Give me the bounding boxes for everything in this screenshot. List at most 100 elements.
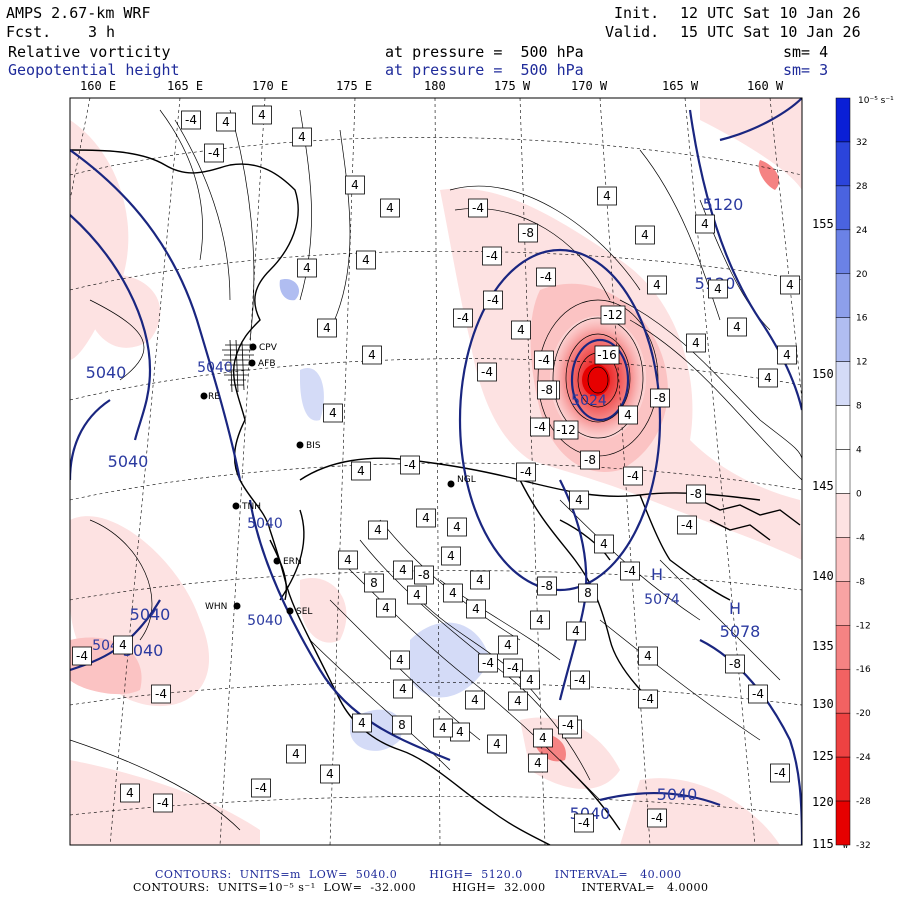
vorticity-label-text: -4	[642, 692, 654, 706]
longitude-label: 165 W	[662, 79, 699, 93]
vorticity-label-box	[520, 670, 540, 690]
vorticity-label: -8	[725, 654, 745, 674]
latitude-suffix: W	[843, 841, 848, 850]
vorticity-label-text: 4	[351, 178, 359, 192]
vorticity-label: -8	[537, 380, 557, 400]
vorticity-label-text: -4	[562, 718, 574, 732]
vorticity-label: -4	[477, 362, 497, 382]
vorticity-label-text: -4	[534, 420, 546, 434]
height-label: 5040	[247, 516, 283, 532]
height-label: 5040	[130, 605, 171, 624]
vorticity-label-box	[569, 490, 589, 510]
colorbar-swatch	[835, 141, 851, 187]
colorbar-swatch	[835, 97, 851, 143]
vorticity-label-text: 8	[398, 718, 406, 732]
vorticity-label: 8	[578, 583, 598, 603]
longitude-label: 170 W	[571, 79, 608, 93]
vorticity-label-text: 4	[526, 673, 534, 687]
vorticity-label: 4	[320, 764, 340, 784]
model-title: AMPS 2.67-km WRF	[6, 4, 151, 22]
vorticity-label: 8	[364, 573, 384, 593]
vorticity-label: 4	[368, 520, 388, 540]
colorbar-tick: 20	[856, 270, 868, 280]
vorticity-label-box	[780, 275, 800, 295]
vorticity-label-text: 4	[258, 108, 266, 122]
vorticity-label: 4	[566, 621, 586, 641]
height-label: 5040	[197, 360, 233, 376]
vorticity-label: -4	[400, 455, 420, 475]
vorticity-label-box	[204, 143, 224, 163]
vorticity-label-text: 4	[476, 573, 484, 587]
vorticity-label-box	[72, 646, 92, 666]
vorticity-label-text: -4	[574, 673, 586, 687]
vorticity-label-box	[376, 598, 396, 618]
vorticity-label: 4	[508, 691, 528, 711]
vorticity-label-text: 4	[534, 756, 542, 770]
vorticity-label-box	[508, 691, 528, 711]
vorticity-label-text: 4	[292, 747, 300, 761]
vorticity-label-text: 4	[644, 649, 652, 663]
colorbar-tick: -24	[856, 753, 871, 763]
vorticity-label-box	[725, 654, 745, 674]
vorticity-label-box	[317, 318, 337, 338]
latitude-label: 155	[812, 217, 834, 231]
vorticity-label-text: -4	[208, 146, 220, 160]
vorticity-label-box	[533, 728, 553, 748]
height-label: 5040	[657, 785, 698, 804]
vorticity-label: 4	[216, 112, 236, 132]
vorticity-label-box	[441, 546, 461, 566]
vorticity-label: 4	[297, 258, 317, 278]
vorticity-label: -8	[537, 576, 557, 596]
vorticity-label: 4	[511, 320, 531, 340]
vorticity-label-box	[708, 279, 728, 299]
vorticity-label: 4	[376, 598, 396, 618]
vorticity-label-text: -8	[522, 226, 534, 240]
station-dot	[200, 392, 208, 400]
latitude-label: 135	[812, 639, 834, 653]
vorticity-label: 4	[597, 186, 617, 206]
vorticity-label-box	[574, 813, 594, 833]
vorticity-label: -4	[620, 561, 640, 581]
init-label: Init.	[614, 4, 660, 22]
vorticity-label-text: -4	[507, 661, 519, 675]
vorticity-label-text: -8	[654, 391, 666, 405]
field1-smoothing: sm= 4	[783, 43, 829, 61]
vorticity-label: 4	[443, 583, 463, 603]
vorticity-label-box	[777, 345, 797, 365]
station-dot	[296, 441, 304, 449]
colorbar-tick: -20	[856, 709, 871, 719]
high-marker: H	[729, 599, 741, 618]
height-label: 5078	[720, 622, 761, 641]
vorticity-label-text: 4	[453, 520, 461, 534]
vorticity-label-box	[120, 783, 140, 803]
fcst-label: Fcst.	[6, 23, 52, 41]
vorticity-label-box	[468, 198, 488, 218]
vorticity-label: -4	[151, 684, 171, 704]
vorticity-label-box	[580, 450, 600, 470]
colorbar-swatch	[835, 317, 851, 362]
colorbar-swatch	[835, 361, 851, 406]
vorticity-label-text: 4	[382, 601, 390, 615]
latitude-label: 150	[812, 367, 834, 381]
vorticity-label: -4	[453, 308, 473, 328]
vorticity-label-box	[536, 267, 556, 287]
vorticity-label: 4	[618, 405, 638, 425]
vorticity-label-text: 4	[575, 493, 583, 507]
vorticity-label-box	[686, 484, 706, 504]
vorticity-label: 4	[416, 508, 436, 528]
vorticity-label: -4	[748, 684, 768, 704]
colorbar-tick: -16	[856, 665, 871, 675]
colorbar-tick: -12	[856, 621, 871, 631]
vorticity-label: 4	[292, 127, 312, 147]
vorticity-label-text: 4	[222, 115, 230, 129]
vorticity-label-box	[638, 689, 658, 709]
vorticity-label-box	[453, 308, 473, 328]
vorticity-label: -4	[153, 793, 173, 813]
vorticity-label-text: -8	[541, 579, 553, 593]
vorticity-label-text: 4	[600, 537, 608, 551]
vorticity-label: 4	[758, 368, 778, 388]
vorticity-label-box	[351, 461, 371, 481]
vorticity-label-text: 4	[517, 323, 525, 337]
colorbar-swatch	[835, 625, 851, 670]
vorticity-labels: -4 4 4 -4 4 4 4 -4 4 4 4 -8 -4 4 4 -4 4 4 4 -4 4 4 4 -4 4 -4 -4 4 -1…	[72, 105, 800, 833]
